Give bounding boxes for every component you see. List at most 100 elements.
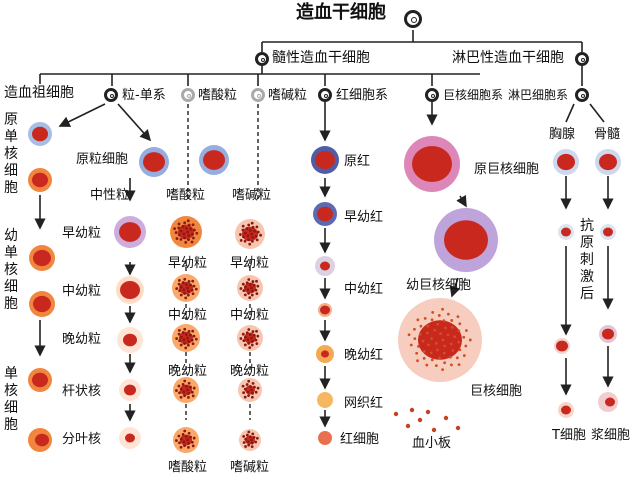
eo-promyelocyte-label: 早幼粒 [168,256,208,271]
platelet-dot-7 [409,407,415,413]
intermediate-normoblast-label: 中幼红 [344,282,384,297]
page-title: 造血干细胞 [296,2,386,23]
platelet-dot-8 [425,409,431,415]
neutrophil-label: 中性粒 [90,188,130,203]
segmented-cell [119,427,141,449]
metamyelocyte-label: 晚幼粒 [62,332,102,347]
segmented-label: 分叶核 [62,432,102,447]
eo-progenitor-cell [199,145,229,175]
thymus-label: 胸腺 [549,127,576,142]
eo-mature-label: 嗜酸粒 [168,460,208,475]
promyelocyte-label: 早幼粒 [62,226,102,241]
mid-normoblast-cell [318,303,332,317]
eosinophil-progenitor-label: 嗜酸粒 [198,88,238,103]
myeloid-stem-label: 髓性造血干细胞 [272,50,370,66]
monocyte-label: 单核细胞 [4,366,18,433]
early-normoblast-label: 早幼红 [344,210,384,225]
young-monocyte-cell-1 [29,245,55,271]
eo-myelocyte-label: 中幼粒 [168,308,208,323]
platelet-label: 血小板 [412,436,452,451]
erythroid-ring-icon [318,88,332,102]
band-label: 杆状核 [62,384,102,399]
promegakaryocyte-label: 原巨核细胞 [474,162,540,177]
eo-mature-cell [173,427,199,453]
marrow-stimulated-cell [599,325,617,343]
baso-promyelocyte-label: 早幼粒 [230,256,270,271]
marrow-label: 骨髓 [594,127,621,142]
thymus-lymphocyte-cell [558,224,574,240]
intermediate-normoblast-cell [315,256,335,276]
platelet-dot-6 [455,425,461,431]
young-monocyte-label: 幼单核细胞 [4,228,18,312]
platelet-dot-3 [417,417,423,423]
early-normoblast-cell [313,202,337,226]
marrow-lymphoblast-cell [595,149,621,175]
t-cell [558,402,574,418]
promonocyte-label: 原单核细胞 [4,112,18,196]
lymphoid-stem-label: 淋巴性造血干细胞 [452,50,564,66]
stem-cell-ring-icon [404,10,422,28]
basophil-label: 嗜碱粒 [232,188,272,203]
reticulocyte-cell [317,392,333,408]
basophil-progenitor-label: 嗜碱粒 [268,88,308,103]
promegakaryocyte-cell [404,136,460,192]
platelet-dot-2 [405,423,411,429]
progenitor-label: 造血祖细胞 [4,85,74,101]
platelet-dot-4 [431,427,437,433]
baso-promyelocyte-cell [235,219,265,249]
eo-metamyelocyte-label: 晚幼粒 [168,364,208,379]
eosinophil-label: 嗜酸粒 [166,188,206,203]
young-megakaryocyte-cell [434,208,498,272]
baso-band-cell [238,378,262,402]
band-cell [119,379,141,401]
promyelocyte-cell [114,216,146,248]
baso-myelocyte-label: 中幼粒 [230,308,270,323]
eo-metamyelocyte-cell [172,324,200,352]
baso-mature-label: 嗜碱粒 [230,460,270,475]
pronormoblast-cell [311,146,339,174]
monocyte-cell-2 [28,428,52,452]
antigen-stimulation-label: 抗原刺激后 [580,218,594,302]
lymphocyte-ring-icon [575,88,589,102]
marrow-lymphocyte-cell [600,224,616,240]
metamyelocyte-cell [117,327,143,353]
promonocyte-cell-2 [28,168,52,192]
promonocyte-cell-1 [28,122,52,146]
myelocyte-label: 中幼粒 [62,284,102,299]
megakaryocyte-cell-label: 巨核细胞 [470,384,523,399]
eosinophil-progenitor-ring-icon [181,88,195,102]
myeloid-ring-icon [255,52,269,66]
baso-metamyelocyte-label: 晚幼粒 [230,364,270,379]
megakaryocyte-cell [398,298,482,382]
thymus-stimulated-cell [554,338,570,354]
platelet-dot-1 [393,411,399,417]
lymphoid-ring-icon [575,52,589,66]
plasma-cell-label: 浆细胞 [591,428,631,443]
rbc-label: 红细胞 [340,432,380,447]
eo-promyelocyte-cell [170,216,202,248]
megakaryocyte-label: 巨核细胞系 [443,88,504,102]
eo-myelocyte-cell [172,274,200,302]
reticulocyte-label: 网织红 [344,396,384,411]
baso-metamyelocyte-cell [237,325,263,351]
baso-myelocyte-cell [237,275,263,301]
young-megakaryocyte-label: 幼巨核细胞 [406,278,472,293]
megakaryocyte-ring-icon [425,88,439,102]
granulo-mono-label: 粒-单系 [122,88,166,103]
late-normoblast-cell [316,345,334,363]
baso-mature-cell [239,429,261,451]
myelocyte-cell [116,276,144,304]
rbc-cell [318,431,332,445]
young-monocyte-cell-2 [29,291,55,317]
lymphocyte-label: 淋巴细胞系 [508,88,569,102]
myeloblast-label: 原粒细胞 [76,152,129,167]
basophil-progenitor-ring-icon [251,88,265,102]
t-cell-label: T细胞 [552,428,586,443]
pronormoblast-label: 原红 [344,154,371,169]
plasma-cell [598,392,618,412]
late-normoblast-label: 晚幼红 [344,348,384,363]
myeloblast-cell [139,147,169,177]
erythroid-label: 红细胞系 [336,88,389,103]
